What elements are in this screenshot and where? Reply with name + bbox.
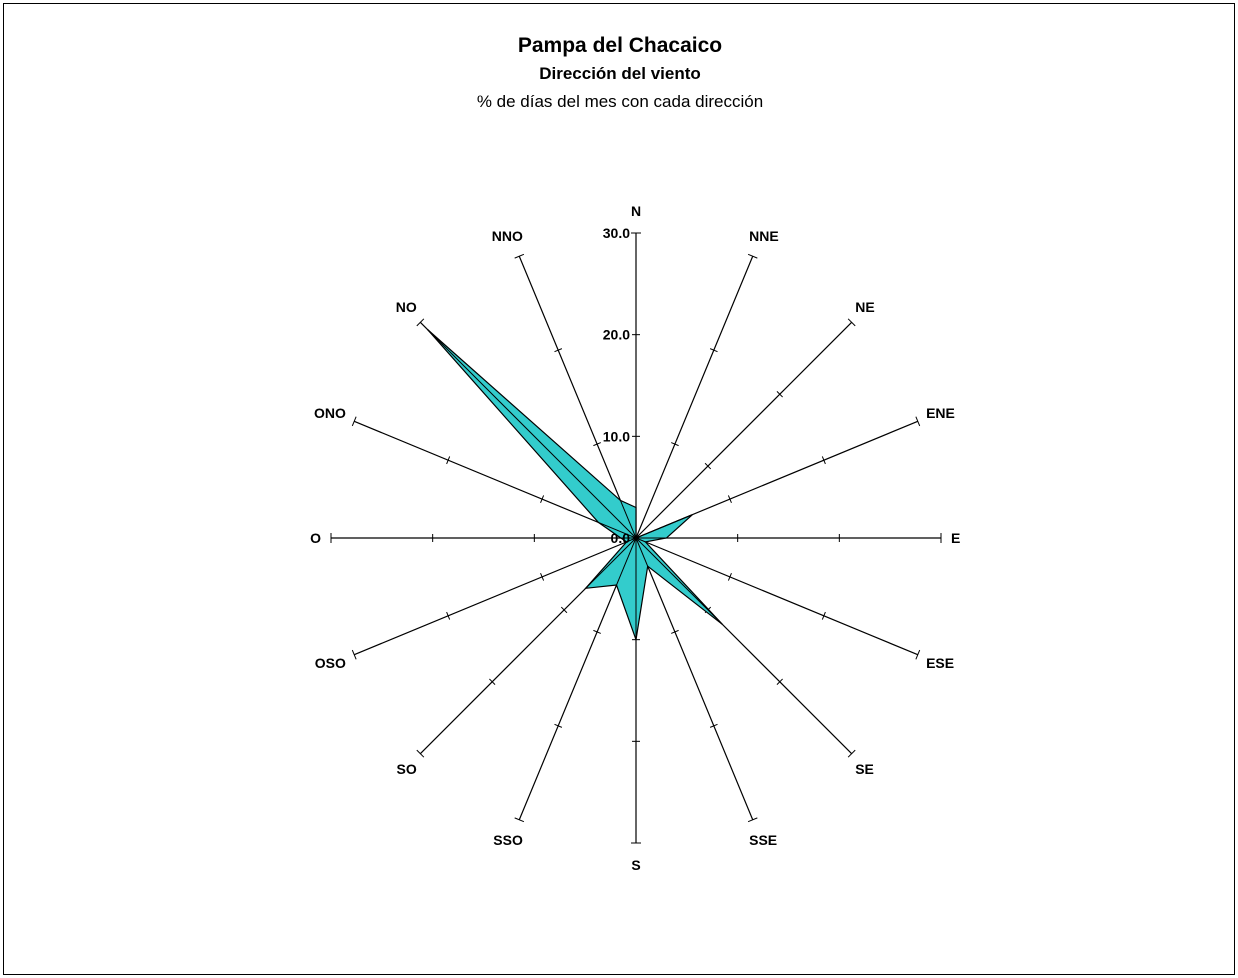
direction-label-ono: ONO bbox=[314, 405, 346, 421]
direction-label-ne: NE bbox=[855, 299, 874, 315]
r-tick-label: 20.0 bbox=[603, 327, 630, 343]
r-tick-label: 30.0 bbox=[603, 225, 630, 241]
direction-label-nne: NNE bbox=[749, 228, 779, 244]
series-area bbox=[428, 330, 723, 640]
spoke-nne bbox=[636, 256, 753, 538]
spoke-ese bbox=[636, 538, 918, 655]
direction-label-sse: SSE bbox=[749, 832, 777, 848]
direction-label-o: O bbox=[310, 530, 321, 546]
r-tick-label: 10.0 bbox=[603, 428, 630, 444]
direction-label-ese: ESE bbox=[926, 655, 954, 671]
direction-label-no: NO bbox=[396, 299, 417, 315]
direction-label-s: S bbox=[631, 857, 640, 873]
direction-label-e: E bbox=[951, 530, 960, 546]
direction-label-n: N bbox=[631, 203, 641, 219]
direction-label-sso: SSO bbox=[493, 832, 523, 848]
spoke-sse bbox=[636, 538, 753, 820]
series-spoke bbox=[636, 538, 722, 624]
spoke-ne bbox=[636, 322, 852, 538]
r-tick-label: 0.0 bbox=[611, 530, 631, 546]
spoke-oso bbox=[354, 538, 636, 655]
direction-label-nno: NNO bbox=[492, 228, 523, 244]
direction-label-so: SO bbox=[397, 761, 417, 777]
direction-label-se: SE bbox=[855, 761, 874, 777]
direction-label-ene: ENE bbox=[926, 405, 955, 421]
direction-label-oso: OSO bbox=[315, 655, 346, 671]
